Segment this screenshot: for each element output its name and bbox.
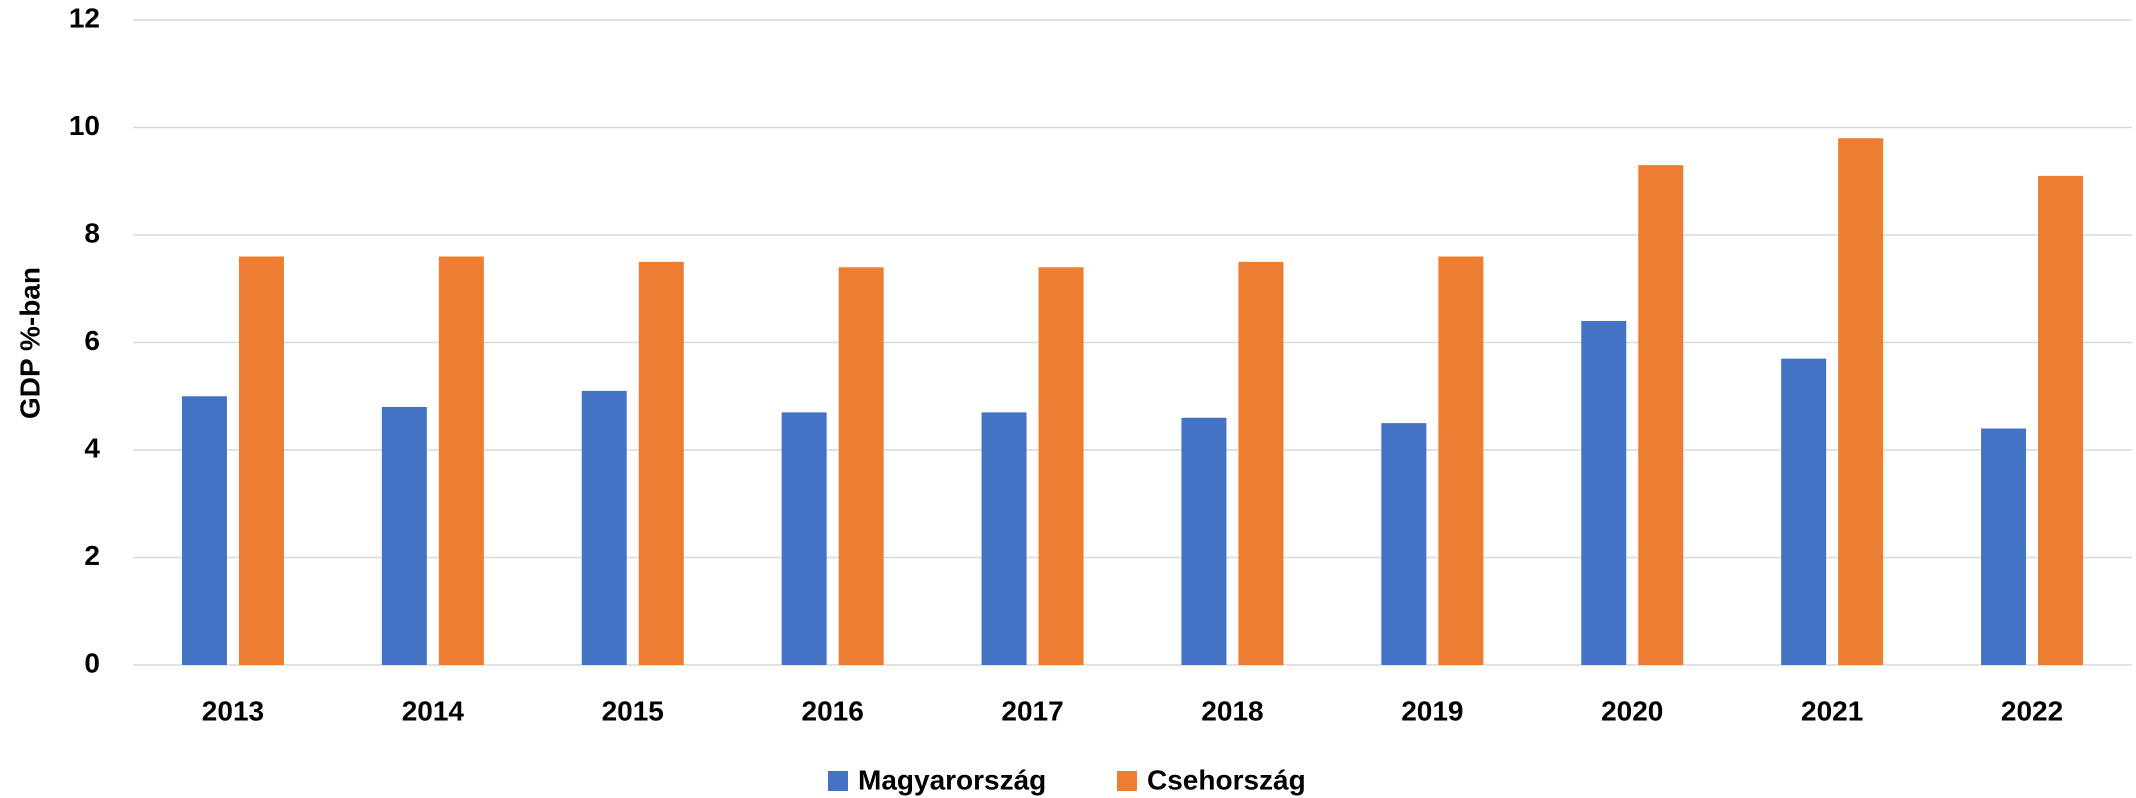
x-tick-label: 2019 <box>1401 695 1463 726</box>
bar <box>981 412 1027 665</box>
bar <box>1381 423 1427 665</box>
x-tick-label: 2018 <box>1201 695 1263 726</box>
bar <box>781 412 827 665</box>
bar <box>1781 358 1827 665</box>
y-tick-label: 10 <box>69 110 100 141</box>
bar <box>638 261 684 665</box>
x-tick-label: 2021 <box>1801 695 1863 726</box>
y-tick-label: 6 <box>84 325 100 356</box>
bar <box>1438 256 1484 665</box>
bar <box>2038 175 2084 665</box>
bar <box>1838 138 1884 665</box>
bar <box>1181 417 1227 665</box>
y-tick-label: 12 <box>69 2 100 33</box>
x-tick-label: 2022 <box>2001 695 2063 726</box>
legend-label: Csehország <box>1147 764 1306 795</box>
x-tick-label: 2016 <box>802 695 864 726</box>
bar <box>438 256 484 665</box>
bar <box>1638 165 1684 665</box>
y-axis-label: GDP %-ban <box>14 267 45 419</box>
y-tick-label: 8 <box>84 217 100 248</box>
y-tick-label: 2 <box>84 540 100 571</box>
bar <box>181 396 227 665</box>
bar <box>1581 321 1627 665</box>
x-tick-label: 2014 <box>402 695 465 726</box>
bar <box>1238 261 1284 665</box>
y-tick-label: 4 <box>84 432 100 463</box>
legend-swatch <box>1117 771 1137 791</box>
y-tick-label: 0 <box>84 647 100 678</box>
x-tick-label: 2015 <box>602 695 664 726</box>
bar <box>381 407 427 665</box>
bar <box>838 267 884 665</box>
bar <box>1038 267 1084 665</box>
x-tick-label: 2013 <box>202 695 264 726</box>
legend-label: Magyarország <box>858 764 1046 795</box>
x-tick-label: 2020 <box>1601 695 1663 726</box>
bar <box>238 256 284 665</box>
bar <box>581 390 627 665</box>
bar <box>1981 428 2027 665</box>
legend-swatch <box>828 771 848 791</box>
x-tick-label: 2017 <box>1001 695 1063 726</box>
